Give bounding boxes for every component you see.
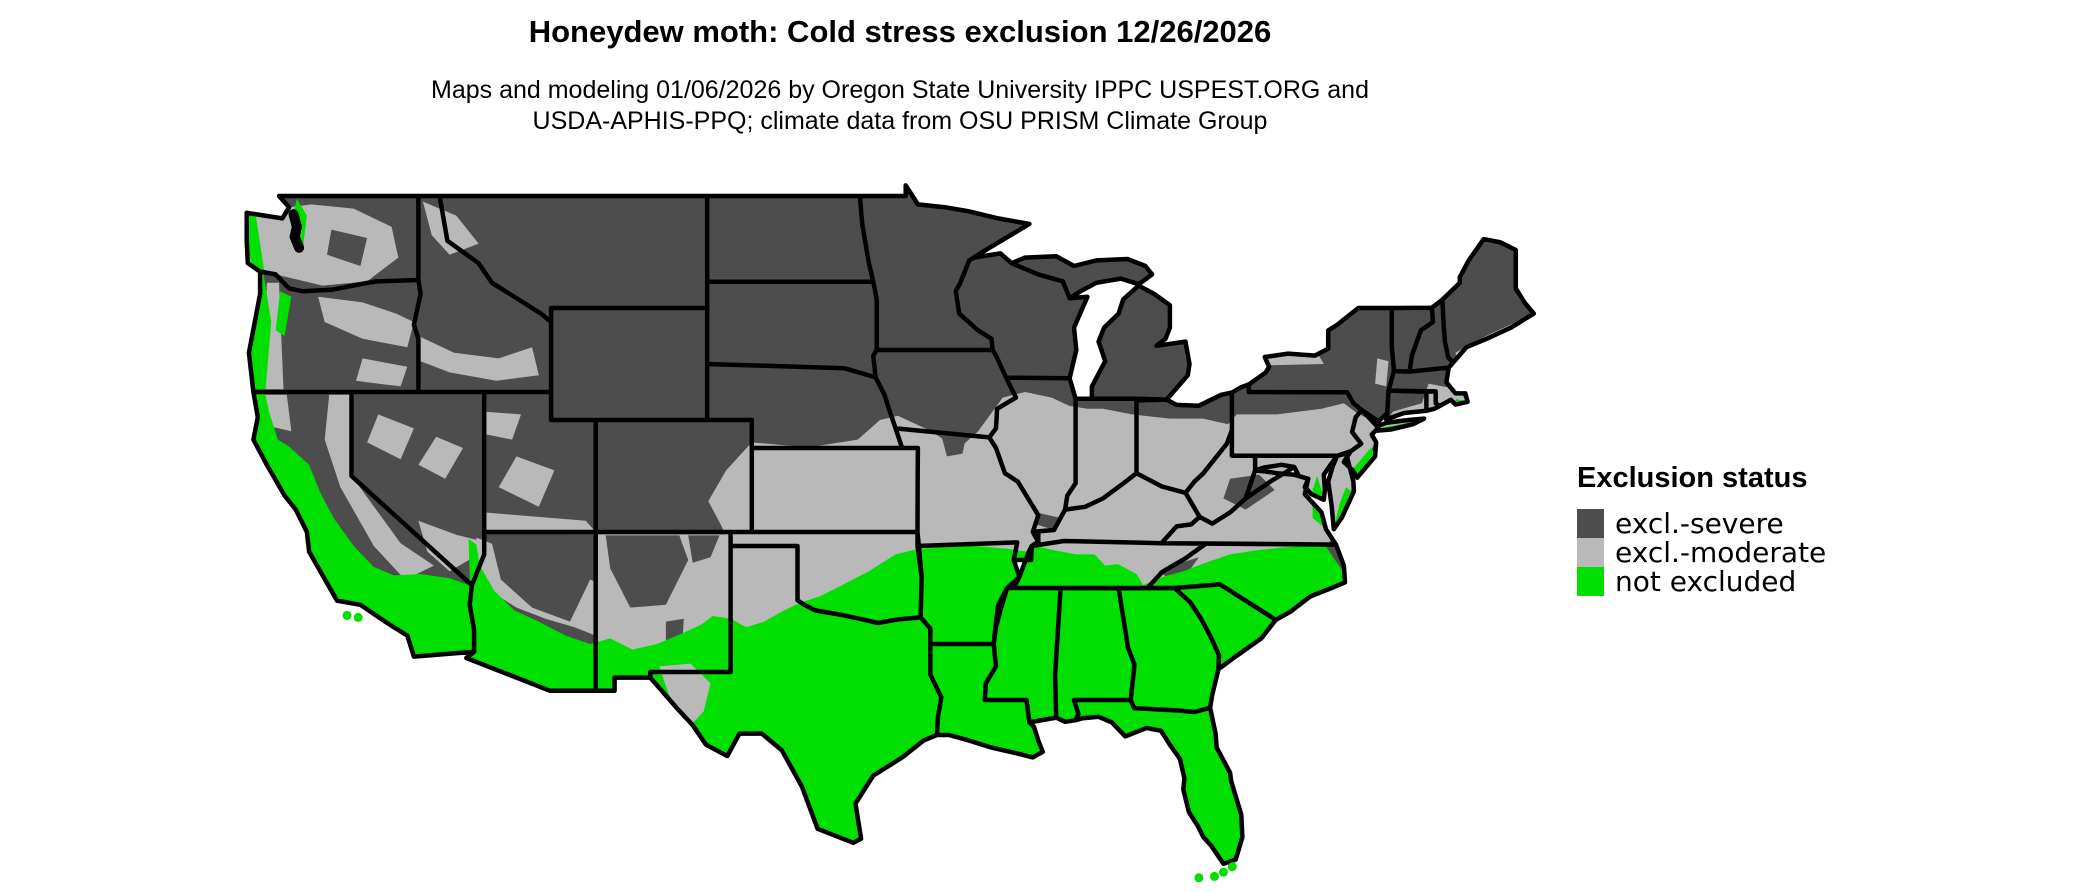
legend-swatch-icon xyxy=(1577,538,1604,567)
legend-rows: excl.-severe excl.-moderate not excluded xyxy=(1577,509,1826,596)
map-raster-not-excluded xyxy=(246,389,473,664)
map-raster-severe-patch xyxy=(940,431,967,457)
map-raster-not-excluded xyxy=(1351,448,1378,478)
legend-item-label: excl.-moderate xyxy=(1615,536,1827,569)
map-raster-severe-patch xyxy=(688,535,720,563)
map-raster-severe-patch xyxy=(489,534,591,622)
map-raster-moderate-over xyxy=(1091,548,1128,566)
map-raster-moderate xyxy=(1261,355,1324,366)
map-raster-moderate-over xyxy=(659,663,711,728)
map-raster-severe-patch xyxy=(327,229,368,266)
figure-subtitle-line-2: USDA-APHIS-PPQ; climate data from OSU PR… xyxy=(532,107,1268,135)
map-raster-moderate xyxy=(367,414,414,460)
map-raster-moderate-over xyxy=(1132,546,1173,572)
puget-sound-inlet xyxy=(288,209,305,253)
map-raster-moderate xyxy=(422,201,479,255)
offshore-island-not-excluded xyxy=(1227,862,1237,872)
map-raster-severe-patch xyxy=(1158,557,1199,580)
offshore-island-not-excluded xyxy=(1210,871,1219,881)
offshore-island-not-excluded xyxy=(353,612,363,622)
legend-item-label: not excluded xyxy=(1615,565,1797,598)
legend-item: not excluded xyxy=(1577,567,1826,596)
map-raster-layers xyxy=(246,185,1534,864)
legend-title: Exclusion status xyxy=(1577,462,1808,494)
state-borders xyxy=(244,183,1537,867)
map-raster-moderate xyxy=(484,411,521,440)
map-raster-moderate xyxy=(418,436,463,479)
map-raster-severe-patch xyxy=(605,535,689,608)
offshore-island-not-excluded xyxy=(342,610,352,620)
offshore-island-not-excluded xyxy=(1218,867,1228,877)
map-raster-moderate xyxy=(1375,358,1389,387)
map-raster-moderate xyxy=(356,358,408,387)
figure-subtitle-line-1: Maps and modeling 01/06/2026 by Oregon S… xyxy=(431,76,1369,104)
map-raster-moderate xyxy=(318,296,414,348)
legend-item: excl.-moderate xyxy=(1577,538,1826,567)
map-raster-moderate xyxy=(498,456,555,507)
legend: Exclusion status excl.-severe excl.-moder… xyxy=(1577,462,1826,596)
legend-swatch-icon xyxy=(1577,509,1604,538)
map-raster-not-excluded xyxy=(275,291,292,336)
legend-item: excl.-severe xyxy=(1577,509,1826,538)
offshore-island-not-excluded xyxy=(1194,873,1204,883)
map-raster-moderate xyxy=(418,336,539,381)
figure-title: Honeydew moth: Cold stress exclusion 12/… xyxy=(528,14,1272,49)
map-raster-moderate xyxy=(418,520,479,572)
figure-header: Honeydew moth: Cold stress exclusion 12/… xyxy=(240,14,1560,137)
map-raster-severe-patch xyxy=(1033,512,1061,530)
legend-item-label: excl.-severe xyxy=(1615,507,1784,540)
map-raster-moderate xyxy=(484,512,596,532)
legend-swatch-icon xyxy=(1577,567,1604,596)
